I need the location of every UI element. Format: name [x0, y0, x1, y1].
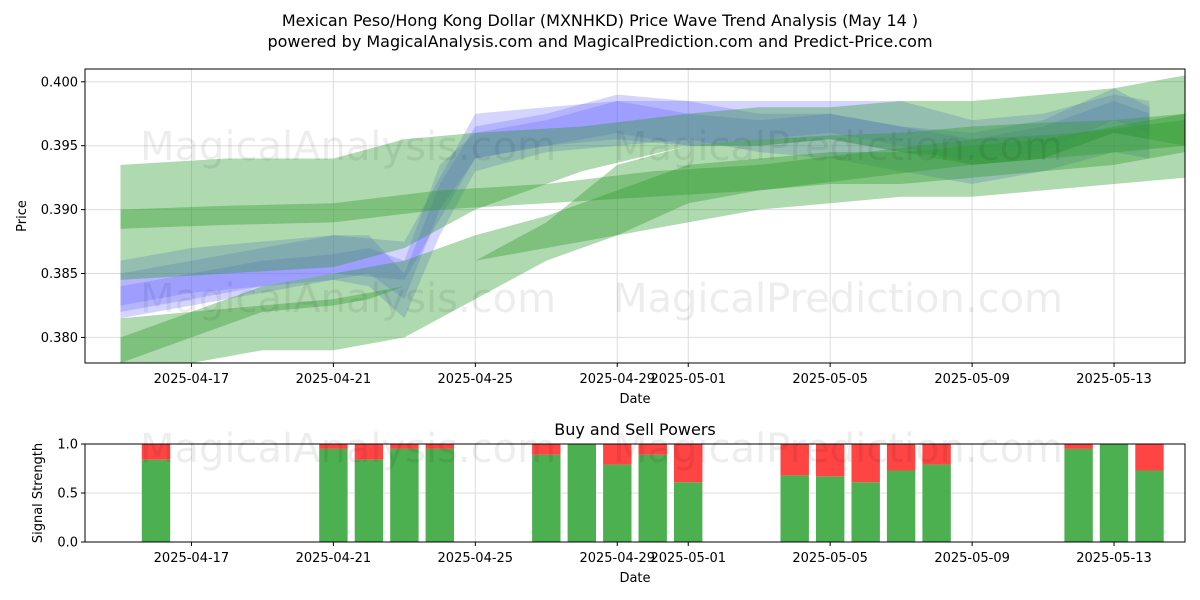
sell-bar-3 [390, 444, 419, 449]
price-chart: MagicalAnalysis.com MagicalPrediction.co… [15, 68, 1186, 407]
signal-x-tick-label-5: 2025-05-05 [792, 551, 868, 566]
figure-subtitle: powered by MagicalAnalysis.com and Magic… [267, 32, 932, 51]
buy-bar-7 [603, 464, 632, 542]
sell-bar-4 [425, 444, 454, 449]
price-y-tick-label-4: 0.400 [41, 75, 78, 90]
price-x-tick-label-0: 2025-04-17 [154, 372, 230, 387]
buy-bar-4 [425, 448, 454, 542]
price-grid [85, 69, 1185, 363]
price-band-green-3 [120, 75, 1185, 280]
sell-bar-0 [141, 444, 171, 460]
buy-bar-0 [141, 459, 171, 542]
buy-bar-8 [638, 454, 667, 542]
signal-x-tick-label-7: 2025-05-13 [1076, 551, 1152, 566]
sell-bar-1 [319, 444, 348, 449]
watermark-lower-left: MagicalAnalysis.com [140, 426, 556, 472]
signal-y-tick-label-0: 0.0 [57, 536, 78, 551]
sell-bar-8 [638, 444, 667, 455]
sell-bar-14 [922, 444, 951, 465]
price-x-tick-label-5: 2025-05-05 [792, 372, 868, 387]
sell-bar-7 [603, 444, 632, 465]
buy-bar-1 [319, 448, 348, 542]
buy-bar-14 [922, 464, 951, 542]
buy-bar-5 [532, 454, 561, 542]
sell-bar-9 [674, 444, 703, 483]
buy-bar-16 [1099, 444, 1129, 542]
price-y-tick-label-0: 0.380 [41, 331, 78, 346]
signal-x-tick-label-3: 2025-04-29 [579, 551, 655, 566]
signal-x-label: Date [619, 571, 650, 586]
watermark-middle-right: MagicalPrediction.com [613, 276, 1063, 322]
signal-y-label: Signal Strength [31, 443, 46, 543]
signal-x-tick-label-6: 2025-05-09 [934, 551, 1010, 566]
price-x-tick-label-6: 2025-05-09 [934, 372, 1010, 387]
signal-x-tick-label-1: 2025-04-21 [296, 551, 372, 566]
signal-x-ticks: 2025-04-17 2025-04-21 2025-04-25 2025-04-29… [154, 542, 1152, 566]
signal-x-tick-label-2: 2025-04-25 [438, 551, 514, 566]
sell-bar-2 [354, 444, 384, 460]
signal-title: Buy and Sell Powers [554, 420, 716, 439]
sell-bar-17 [1135, 444, 1164, 471]
sell-bar-13 [886, 444, 916, 471]
price-y-label: Price [15, 200, 30, 232]
signal-y-tick-label-1: 0.5 [57, 487, 78, 502]
price-x-tick-label-2: 2025-04-25 [438, 372, 514, 387]
buy-bar-12 [851, 482, 880, 542]
signal-bars [141, 444, 1164, 542]
price-band-green-6 [120, 113, 1185, 363]
buy-bar-17 [1135, 470, 1164, 542]
signal-y-tick-label-2: 1.0 [57, 438, 78, 453]
signal-x-tick-label-0: 2025-04-17 [154, 551, 230, 566]
sell-bar-5 [532, 444, 561, 455]
signal-x-tick-label-4: 2025-05-01 [650, 551, 726, 566]
buy-bar-11 [816, 476, 845, 542]
buy-bar-3 [390, 448, 419, 542]
price-y-tick-label-3: 0.395 [41, 139, 78, 154]
sell-bar-11 [816, 444, 845, 477]
price-band-green-5 [120, 113, 1185, 363]
buy-bar-2 [354, 459, 384, 542]
price-y-tick-label-2: 0.390 [41, 203, 78, 218]
watermark-upper: MagicalAnalysis.com [140, 124, 556, 170]
price-x-tick-label-7: 2025-05-13 [1076, 372, 1152, 387]
sell-bar-12 [851, 444, 880, 483]
price-x-ticks: 2025-04-17 2025-04-21 2025-04-25 2025-04-29… [154, 363, 1152, 387]
price-band-green-4 [120, 120, 1185, 229]
buy-bar-6 [567, 444, 596, 542]
buy-bar-9 [674, 482, 703, 542]
price-x-label: Date [619, 392, 650, 407]
buy-bar-13 [886, 470, 916, 542]
buy-bar-15 [1064, 448, 1093, 542]
figure-title: Mexican Peso/Hong Kong Dollar (MXNHKD) P… [282, 11, 918, 30]
price-y-tick-label-1: 0.385 [41, 267, 78, 282]
signal-chart: Buy and Sell Powers MagicalAnalysis.com … [31, 420, 1186, 586]
price-y-ticks: 0.380 0.385 0.390 0.395 0.400 [41, 75, 85, 346]
sell-bar-10 [780, 444, 809, 476]
price-band-blue-1 [120, 94, 1150, 319]
price-x-tick-label-1: 2025-04-21 [296, 372, 372, 387]
price-band-blue-0 [120, 88, 1150, 312]
sell-bar-15 [1064, 444, 1093, 449]
price-bands [120, 75, 1185, 363]
buy-bar-10 [780, 475, 809, 542]
watermark-middle-left: MagicalAnalysis.com [140, 276, 556, 322]
price-x-tick-label-4: 2025-05-01 [650, 372, 726, 387]
watermark-upper-right: MagicalPrediction.com [613, 124, 1063, 170]
watermark-lower-right: MagicalPrediction.com [613, 426, 1063, 472]
price-x-tick-label-3: 2025-04-29 [579, 372, 655, 387]
price-axes-frame [84, 68, 1186, 364]
price-band-blue-2 [120, 94, 1150, 306]
signal-y-ticks: 0.0 0.5 1.0 [57, 438, 85, 551]
